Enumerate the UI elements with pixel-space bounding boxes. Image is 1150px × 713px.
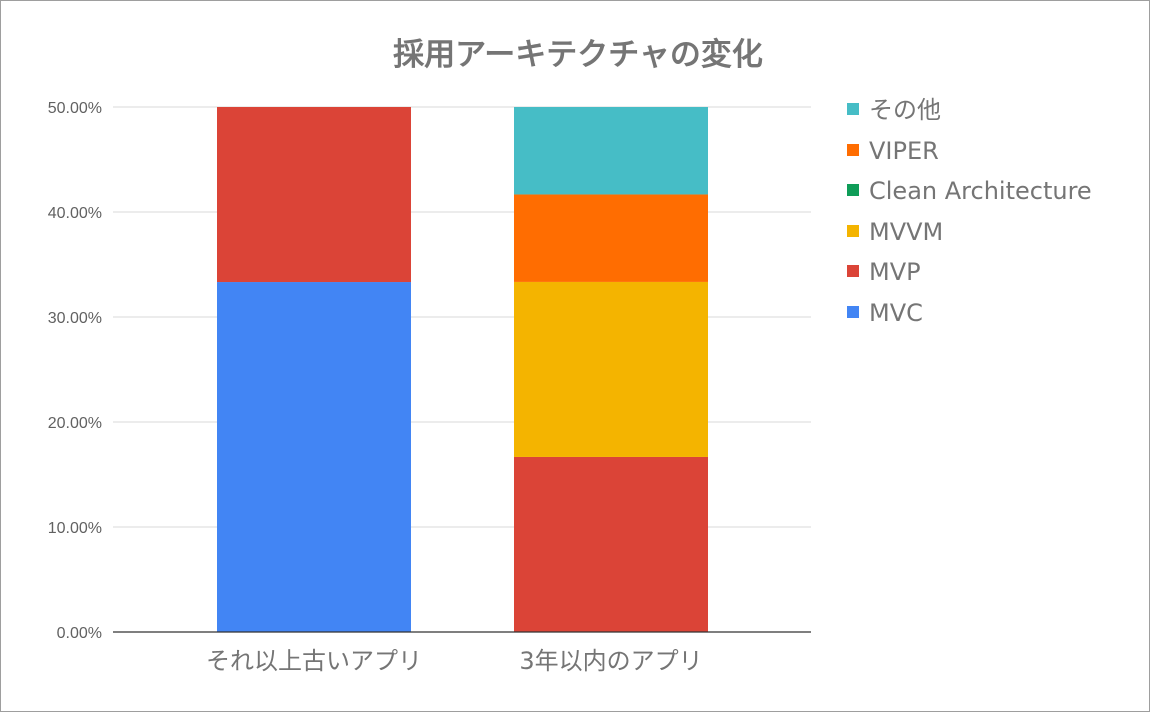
legend-label: VIPER	[869, 137, 939, 165]
bar-segment-mvvm[interactable]	[514, 281, 708, 457]
legend-swatch	[847, 144, 859, 156]
bar-segment-viper[interactable]	[514, 194, 708, 282]
x-category-label: 3年以内のアプリ	[519, 647, 702, 675]
legend-swatch	[847, 103, 859, 115]
legend: その他 VIPER Clean Architecture MVVM MVP MVC	[847, 96, 1092, 327]
legend-label: MVP	[869, 258, 921, 286]
x-axis-categories: それ以上古いアプリ 3年以内のアプリ	[206, 647, 703, 675]
bar-segment-その他[interactable]	[514, 107, 708, 195]
y-tick-label: 50.00%	[48, 100, 102, 117]
bars	[217, 107, 708, 632]
y-tick-label: 10.00%	[48, 520, 102, 537]
legend-label: その他	[869, 96, 941, 124]
y-tick-label: 20.00%	[48, 415, 102, 432]
y-axis-ticks: 0.00% 10.00% 20.00% 30.00% 40.00% 50.00%	[48, 100, 102, 642]
chart-title: 採用アーキテクチャの変化	[393, 37, 763, 73]
x-category-label: それ以上古いアプリ	[206, 647, 422, 675]
legend-swatch	[847, 306, 859, 318]
legend-swatch	[847, 265, 859, 277]
legend-swatch	[847, 225, 859, 237]
y-tick-label: 40.00%	[48, 205, 102, 222]
legend-label: Clean Architecture	[869, 177, 1092, 205]
legend-swatch	[847, 184, 859, 196]
y-tick-label: 30.00%	[48, 310, 102, 327]
legend-label: MVC	[869, 299, 923, 327]
legend-label: MVVM	[869, 218, 943, 246]
bar-segment-mvc[interactable]	[217, 282, 411, 632]
bar-segment-mvp[interactable]	[217, 107, 411, 283]
bar-segment-mvp[interactable]	[514, 456, 708, 632]
y-tick-label: 0.00%	[57, 625, 102, 642]
